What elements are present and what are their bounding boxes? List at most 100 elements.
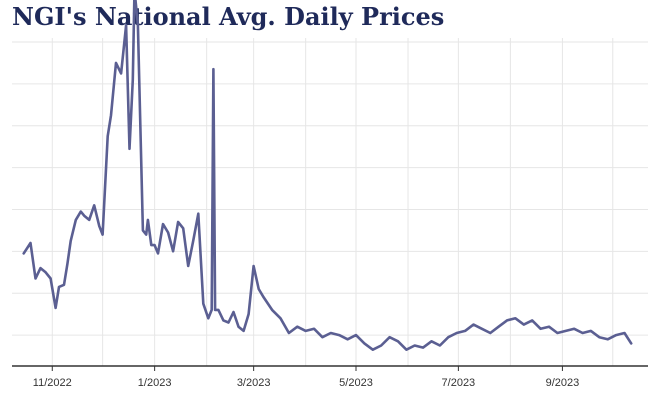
data-point: [162, 223, 164, 225]
data-point: [253, 265, 255, 267]
data-point: [202, 303, 204, 305]
data-point: [355, 334, 357, 336]
data-point: [321, 336, 323, 338]
data-point: [214, 309, 216, 311]
data-point: [167, 231, 169, 234]
data-point: [305, 330, 307, 332]
data-point: [55, 307, 57, 309]
x-tick-label: 3/2023: [237, 377, 271, 389]
data-point: [615, 334, 617, 336]
data-point: [88, 219, 90, 221]
data-point: [182, 227, 184, 229]
data-point: [147, 219, 149, 221]
data-point: [142, 229, 144, 231]
data-point: [531, 319, 533, 321]
data-point: [137, 24, 139, 26]
data-point: [80, 211, 82, 213]
x-tick-label: 1/2023: [138, 377, 172, 389]
data-point: [58, 286, 60, 288]
data-point: [39, 267, 42, 269]
data-point: [34, 277, 37, 280]
data-point: [222, 319, 224, 321]
data-point: [472, 324, 475, 326]
data-point: [573, 328, 575, 330]
data-point: [154, 244, 156, 246]
data-point: [590, 330, 592, 332]
data-point: [83, 215, 85, 217]
x-axis-ticks: 11/2022 1/2023 3/2023 5/2023 7/2023 9/2023: [33, 366, 579, 389]
chart-title: NGI's National Avg. Daily Prices: [12, 2, 445, 31]
data-point: [248, 313, 250, 315]
data-point: [227, 321, 230, 324]
data-point: [197, 213, 199, 215]
x-tick-label: 9/2023: [546, 377, 580, 389]
data-point: [456, 332, 458, 334]
data-point: [29, 242, 32, 244]
series-group: [22, 0, 633, 352]
data-point: [258, 288, 260, 290]
data-point: [279, 317, 282, 319]
data-point: [211, 309, 213, 311]
data-point: [50, 277, 52, 280]
data-point: [414, 344, 416, 347]
data-point: [565, 330, 567, 332]
data-point: [263, 296, 265, 298]
data-point: [313, 328, 315, 330]
data-point: [430, 340, 433, 342]
data-point: [540, 328, 542, 330]
data-point: [232, 311, 235, 313]
data-point: [498, 326, 500, 328]
data-point: [296, 326, 298, 328]
data-point: [207, 317, 209, 319]
data-point: [98, 225, 100, 227]
data-point: [582, 332, 584, 334]
data-point: [548, 326, 550, 328]
grid-lines: [12, 38, 648, 366]
data-point: [630, 342, 632, 344]
data-point: [212, 68, 214, 70]
data-point: [192, 240, 194, 242]
data-point: [447, 336, 449, 338]
data-point: [523, 324, 525, 326]
data-point: [464, 330, 466, 332]
data-point: [115, 62, 117, 64]
data-point: [187, 265, 189, 267]
data-point: [120, 72, 122, 74]
data-point: [347, 338, 349, 340]
data-point: [70, 240, 72, 242]
data-point: [271, 309, 273, 311]
data-point: [45, 271, 47, 273]
x-tick-label: 5/2023: [339, 377, 373, 389]
data-point: [237, 326, 240, 328]
data-point: [556, 332, 559, 334]
data-point: [372, 349, 374, 351]
x-tick-label: 11/2022: [33, 377, 72, 389]
data-point: [217, 309, 219, 311]
data-point: [102, 234, 104, 236]
data-point: [422, 347, 424, 349]
data-point: [132, 79, 134, 81]
data-point: [489, 332, 491, 334]
data-point: [439, 344, 441, 347]
data-point: [338, 334, 340, 336]
data-point: [157, 252, 159, 254]
data-point: [107, 135, 109, 137]
data-point: [75, 219, 77, 221]
data-point: [623, 332, 626, 334]
data-point: [405, 349, 407, 351]
data-point: [125, 24, 127, 26]
data-point: [481, 328, 483, 330]
data-point: [506, 319, 508, 321]
data-point: [93, 204, 95, 206]
data-point: [514, 317, 517, 319]
series-line: [22, 0, 633, 352]
data-point: [243, 330, 245, 332]
data-point: [380, 344, 382, 347]
data-point: [288, 332, 290, 334]
data-point: [23, 252, 25, 254]
data-point: [607, 338, 609, 340]
x-tick-label: 7/2023: [442, 377, 476, 389]
data-point: [150, 244, 152, 246]
data-point: [172, 250, 174, 252]
